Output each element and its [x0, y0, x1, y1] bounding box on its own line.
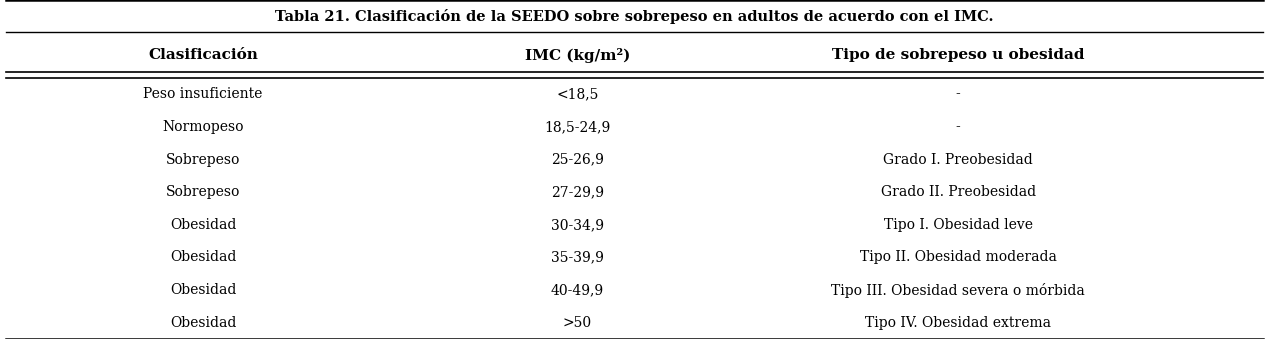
- Text: Sobrepeso: Sobrepeso: [166, 185, 240, 199]
- Text: Tipo III. Obesidad severa o mórbida: Tipo III. Obesidad severa o mórbida: [831, 283, 1085, 298]
- Text: Peso insuficiente: Peso insuficiente: [143, 87, 263, 101]
- Text: 25-26,9: 25-26,9: [551, 153, 604, 166]
- Text: Tipo de sobrepeso u obesidad: Tipo de sobrepeso u obesidad: [832, 48, 1084, 62]
- Text: Tipo II. Obesidad moderada: Tipo II. Obesidad moderada: [859, 251, 1057, 264]
- Text: Tipo I. Obesidad leve: Tipo I. Obesidad leve: [883, 218, 1033, 232]
- Text: Grado II. Preobesidad: Grado II. Preobesidad: [881, 185, 1036, 199]
- Text: 40-49,9: 40-49,9: [551, 283, 604, 297]
- Text: Tipo IV. Obesidad extrema: Tipo IV. Obesidad extrema: [865, 316, 1051, 330]
- Text: Obesidad: Obesidad: [170, 283, 236, 297]
- Text: Grado I. Preobesidad: Grado I. Preobesidad: [883, 153, 1033, 166]
- Text: -: -: [956, 87, 961, 101]
- Text: 27-29,9: 27-29,9: [551, 185, 604, 199]
- Text: Clasificación: Clasificación: [148, 48, 258, 62]
- Text: Sobrepeso: Sobrepeso: [166, 153, 240, 166]
- Text: Normopeso: Normopeso: [162, 120, 244, 134]
- Text: Tabla 21. Clasificación de la SEEDO sobre sobrepeso en adultos de acuerdo con el: Tabla 21. Clasificación de la SEEDO sobr…: [275, 8, 994, 24]
- Text: IMC (kg/m²): IMC (kg/m²): [524, 47, 631, 63]
- Text: 30-34,9: 30-34,9: [551, 218, 604, 232]
- Text: Obesidad: Obesidad: [170, 218, 236, 232]
- Text: >50: >50: [563, 316, 591, 330]
- Text: Obesidad: Obesidad: [170, 316, 236, 330]
- Text: <18,5: <18,5: [556, 87, 599, 101]
- Text: 35-39,9: 35-39,9: [551, 251, 604, 264]
- Text: Obesidad: Obesidad: [170, 251, 236, 264]
- Text: 18,5-24,9: 18,5-24,9: [544, 120, 610, 134]
- Text: -: -: [956, 120, 961, 134]
